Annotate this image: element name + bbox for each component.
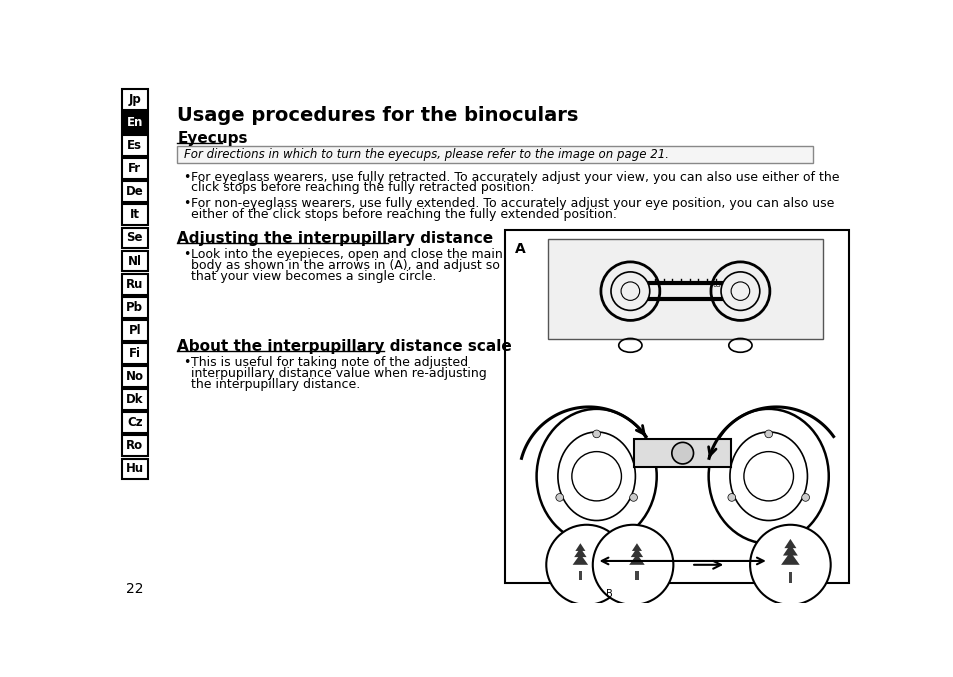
Polygon shape: [781, 552, 799, 565]
Text: For non-eyeglass wearers, use fully extended. To accurately adjust your eye posi: For non-eyeglass wearers, use fully exte…: [192, 197, 834, 210]
Text: Pb: Pb: [126, 301, 143, 313]
Text: Usage procedures for the binoculars: Usage procedures for the binoculars: [177, 106, 578, 125]
Circle shape: [556, 494, 563, 501]
Bar: [121, 89, 148, 110]
Bar: [121, 435, 148, 456]
Bar: [121, 135, 148, 156]
Bar: [635, 571, 638, 580]
Circle shape: [764, 430, 772, 438]
Text: Cz: Cz: [127, 416, 142, 429]
Circle shape: [671, 442, 693, 464]
Bar: [121, 320, 148, 341]
Text: A: A: [514, 242, 525, 256]
Text: •: •: [183, 356, 191, 369]
Text: Jp: Jp: [129, 93, 141, 106]
Text: Se: Se: [127, 232, 143, 244]
Polygon shape: [630, 548, 642, 557]
Bar: [633, 439, 731, 467]
Text: Hu: Hu: [126, 462, 144, 475]
Text: interpupillary distance value when re-adjusting: interpupillary distance value when re-ad…: [192, 367, 487, 380]
Text: En: En: [127, 116, 143, 129]
Text: Eyecups: Eyecups: [177, 131, 248, 146]
Circle shape: [629, 494, 637, 501]
Polygon shape: [631, 543, 641, 551]
Text: Fr: Fr: [128, 162, 141, 175]
Text: •: •: [183, 171, 191, 183]
Circle shape: [801, 494, 809, 501]
Bar: [547, 239, 822, 339]
Circle shape: [727, 494, 735, 501]
Circle shape: [592, 430, 599, 438]
Bar: [121, 204, 148, 225]
Text: Pl: Pl: [129, 324, 141, 337]
Text: Ro: Ro: [126, 439, 143, 452]
Bar: [121, 181, 148, 202]
Bar: [788, 572, 791, 584]
Bar: [578, 571, 581, 580]
Circle shape: [749, 525, 830, 605]
Text: De: De: [126, 185, 144, 198]
Text: Adjusting the interpupillary distance: Adjusting the interpupillary distance: [177, 232, 493, 246]
Text: It: It: [130, 209, 139, 221]
Bar: [121, 250, 148, 271]
Text: 65: 65: [712, 282, 720, 288]
Text: click stops before reaching the fully retracted position.: click stops before reaching the fully re…: [192, 181, 534, 194]
Text: Ru: Ru: [126, 278, 143, 290]
Text: Nl: Nl: [128, 255, 142, 267]
Text: 22: 22: [126, 582, 143, 596]
Polygon shape: [575, 543, 585, 551]
Polygon shape: [572, 554, 587, 565]
Text: B: B: [606, 589, 613, 599]
Bar: [121, 112, 148, 133]
Text: body as shown in the arrows in (A), and adjust so: body as shown in the arrows in (A), and …: [192, 259, 499, 272]
Text: the interpupillary distance.: the interpupillary distance.: [192, 378, 360, 391]
Text: For eyeglass wearers, use fully retracted. To accurately adjust your view, you c: For eyeglass wearers, use fully retracte…: [192, 171, 839, 183]
Bar: [121, 412, 148, 433]
Bar: [121, 297, 148, 318]
Text: This is useful for taking note of the adjusted: This is useful for taking note of the ad…: [192, 356, 468, 369]
Bar: [177, 146, 812, 163]
Bar: [121, 458, 148, 479]
Circle shape: [546, 525, 626, 605]
Polygon shape: [574, 548, 586, 557]
Bar: [505, 230, 847, 582]
Bar: [121, 158, 148, 179]
Polygon shape: [782, 544, 797, 556]
Text: •: •: [183, 248, 191, 261]
Text: Fi: Fi: [129, 347, 141, 360]
Bar: [121, 389, 148, 410]
Text: Es: Es: [127, 139, 142, 152]
Bar: [121, 366, 148, 387]
Bar: [121, 343, 148, 364]
Text: either of the click stops before reaching the fully extended position.: either of the click stops before reachin…: [192, 208, 617, 221]
Text: About the interpupillary distance scale: About the interpupillary distance scale: [177, 339, 512, 354]
Text: that your view becomes a single circle.: that your view becomes a single circle.: [192, 270, 436, 283]
Text: •: •: [183, 197, 191, 210]
Text: For directions in which to turn the eyecups, please refer to the image on page 2: For directions in which to turn the eyec…: [183, 148, 668, 161]
Polygon shape: [629, 554, 644, 565]
Bar: [121, 227, 148, 248]
Bar: [121, 274, 148, 294]
Circle shape: [592, 525, 673, 605]
Text: Dk: Dk: [126, 393, 143, 406]
Text: Look into the eyepieces, open and close the main: Look into the eyepieces, open and close …: [192, 248, 502, 261]
Text: No: No: [126, 370, 144, 383]
Polygon shape: [783, 539, 796, 548]
